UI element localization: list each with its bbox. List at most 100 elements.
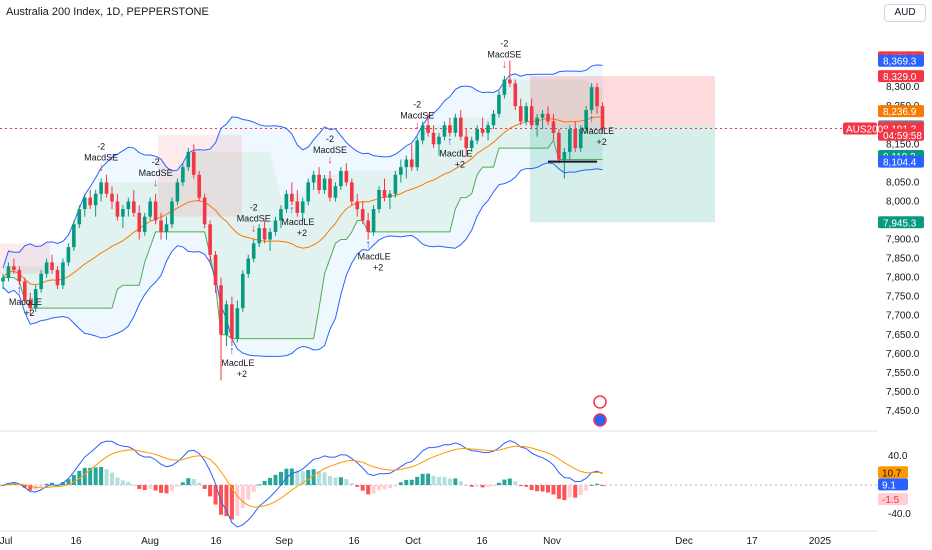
signal-arrow-up: ↑: [365, 239, 371, 251]
signal-arrow-down: ↓: [414, 120, 420, 132]
candle-body: [213, 254, 218, 286]
macd-histogram-bar: [295, 470, 300, 486]
candle-body: [578, 129, 583, 149]
signal-arrow-down: ↓: [153, 177, 159, 189]
price-tick-label: 7,450.0: [886, 406, 920, 417]
macd-histogram-bar: [469, 485, 474, 487]
macd-histogram-bar: [306, 469, 311, 486]
price-label: 8,104.4: [883, 158, 917, 169]
indicator-lines: [2, 64, 603, 357]
candle-body: [442, 125, 447, 137]
macd-histogram-bar: [175, 485, 180, 487]
signal-qty: +2: [297, 228, 307, 238]
signal-arrow-up: ↑: [17, 284, 23, 296]
price-tick-label: 7,850.0: [886, 254, 920, 265]
bollinger-upper-line: [2, 64, 603, 269]
macd-histogram-bar: [387, 485, 392, 489]
candle-body: [164, 224, 169, 232]
candle-body: [82, 197, 87, 210]
candle-body: [448, 125, 452, 133]
macd-histogram-bar: [273, 474, 278, 486]
macd-histogram-bar: [573, 485, 578, 498]
candle-body: [595, 87, 599, 107]
signal-qty: +2: [24, 308, 34, 318]
candle-body: [529, 106, 534, 126]
macd-histogram-bar: [453, 478, 458, 486]
macd-histogram-bar: [513, 481, 518, 486]
signal-arrow-down: ↓: [502, 59, 508, 71]
signal-qty: -2: [326, 134, 334, 144]
lightning-icon[interactable]: [593, 395, 607, 409]
macd-histogram-bar: [169, 485, 174, 491]
candle-body: [290, 193, 294, 202]
macd-histogram-bar: [148, 485, 153, 489]
macd-histogram-bar: [88, 467, 93, 486]
candle-body: [132, 201, 136, 213]
macd-histogram-bar: [229, 485, 234, 520]
candle-body: [279, 209, 283, 221]
time-tick-label: 16: [348, 536, 360, 547]
macd-histogram-bar: [486, 485, 491, 488]
macd-histogram-bar: [213, 485, 218, 505]
macd-histogram-bar: [164, 485, 169, 494]
bollinger-lower-line: [2, 162, 603, 357]
time-tick-label: 16: [210, 536, 222, 547]
candle-body: [300, 201, 305, 213]
price-label-box: [878, 155, 924, 168]
time-tick-label: Aug: [141, 536, 159, 547]
price-label-box: [878, 70, 924, 83]
macd-histogram-bar: [142, 485, 147, 490]
candle-body: [88, 197, 92, 206]
macd-histogram-bar: [589, 484, 594, 486]
candle-body: [431, 132, 436, 145]
candle-body: [66, 247, 71, 263]
candles-layer: [1, 60, 605, 381]
signal-arrow-up: ↑: [447, 136, 453, 148]
candle-body: [17, 270, 22, 282]
candle-body: [191, 151, 196, 175]
macd-histogram-bar: [22, 485, 27, 488]
macd-histogram-bar: [366, 485, 371, 495]
candle-body: [491, 113, 496, 126]
candle-body: [44, 262, 49, 274]
macd-histogram-bar: [159, 485, 164, 493]
candle-body: [126, 201, 131, 210]
candle-body: [355, 201, 360, 210]
macd-histogram-bar: [120, 480, 125, 486]
candle-body: [317, 174, 321, 190]
candle-body: [469, 140, 474, 149]
macd-histogram-bar: [71, 474, 76, 486]
candle-body: [573, 129, 578, 149]
signal-label: MacdSE: [313, 145, 347, 155]
position-target-zone: [530, 76, 715, 127]
price-axis: 8,300.08,250.08,200.08,150.08,100.08,050…: [843, 51, 924, 520]
macd-histogram-bar: [524, 485, 529, 487]
macd-histogram-bar: [480, 485, 485, 488]
macd-histogram-bar: [567, 485, 572, 498]
macd-histogram-bar: [268, 477, 273, 486]
macd-histogram-bar: [349, 483, 354, 486]
candle-body: [110, 193, 114, 202]
currency-selector[interactable]: AUD: [884, 4, 926, 22]
candle-body: [186, 151, 191, 168]
time-tick-label: Dec: [675, 536, 693, 547]
macd-histogram-bar: [540, 485, 545, 492]
flag-icon[interactable]: [593, 413, 607, 427]
signal-qty: -2: [152, 157, 160, 167]
macd-histogram-bar: [126, 481, 131, 486]
candle-body: [28, 300, 33, 309]
signal-qty: -2: [250, 203, 258, 213]
time-tick-label: 17: [746, 536, 758, 547]
macd-histogram-bar: [551, 485, 556, 495]
candle-body: [99, 182, 103, 194]
macd-pane: [0, 430, 878, 528]
icons-layer: [593, 395, 607, 427]
signal-qty: +2: [596, 137, 606, 147]
candle-body: [246, 258, 251, 274]
macd-histogram-bar: [131, 484, 136, 486]
price-label: 8,369.3: [883, 57, 917, 68]
candle-body: [480, 129, 485, 133]
price-label: 7,945.3: [883, 218, 917, 229]
candle-body: [181, 167, 185, 183]
